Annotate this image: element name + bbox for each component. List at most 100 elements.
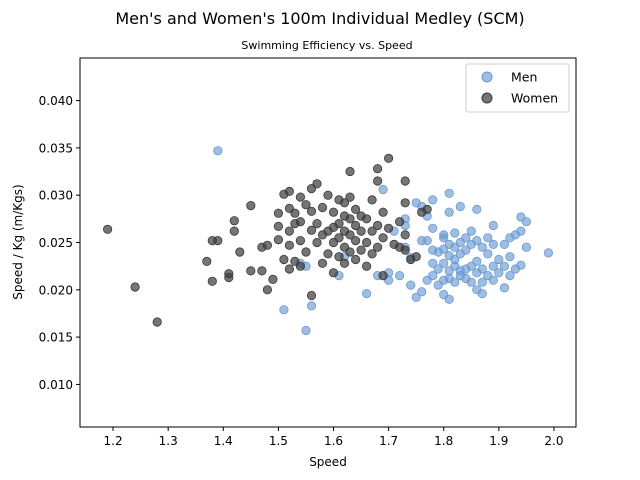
point-men [378, 184, 388, 195]
x-tick-label: 1.8 [434, 434, 453, 448]
legend: Men Women [465, 63, 570, 113]
point-women [317, 202, 328, 213]
point-men [444, 294, 454, 304]
point-women [345, 214, 355, 224]
point-men [428, 270, 438, 281]
point-women [372, 220, 383, 231]
point-women [295, 236, 305, 246]
point-women [257, 266, 267, 276]
point-men [494, 254, 504, 265]
point-men [450, 254, 460, 265]
y-axis: 0.010 0.015 0.020 0.025 0.030 0.035 0.040 [39, 94, 80, 392]
point-men [488, 239, 498, 249]
x-tick-label: 1.7 [379, 434, 398, 448]
point-women [290, 208, 300, 218]
point-men [466, 277, 476, 287]
point-women [383, 223, 394, 233]
point-men [477, 264, 487, 274]
y-tick-label: 0.020 [39, 283, 73, 297]
point-men [306, 301, 317, 311]
x-tick-label: 1.3 [159, 434, 178, 448]
point-men [433, 264, 443, 274]
point-men [450, 277, 460, 287]
point-women [367, 195, 377, 205]
point-women [273, 235, 283, 245]
point-women [202, 256, 212, 266]
chart-subtitle: Swimming Efficiency vs. Speed [241, 39, 412, 52]
point-women [356, 245, 366, 255]
point-women [213, 236, 223, 246]
point-women [262, 240, 272, 250]
point-men [455, 201, 465, 212]
legend-marker-men [481, 71, 493, 83]
point-women [422, 204, 432, 214]
point-men [417, 287, 427, 297]
point-men [477, 242, 487, 252]
point-men [444, 207, 454, 217]
point-women [350, 254, 361, 265]
point-men [516, 226, 526, 236]
point-men [411, 292, 421, 302]
point-women [301, 247, 311, 257]
point-women [339, 198, 350, 208]
point-men [213, 146, 223, 156]
point-men [361, 288, 372, 299]
x-tick-label: 2.0 [544, 434, 563, 448]
point-men [472, 236, 482, 246]
point-men [505, 252, 515, 262]
point-women [130, 282, 140, 292]
point-men [521, 217, 532, 227]
point-women [372, 164, 383, 174]
legend-marker-women [481, 92, 493, 104]
point-women [372, 176, 383, 186]
point-women [262, 285, 272, 295]
point-women [284, 226, 294, 236]
point-women [312, 237, 322, 248]
point-women [339, 258, 350, 268]
point-men [301, 325, 311, 336]
point-women [345, 230, 355, 240]
point-men [477, 288, 487, 299]
point-women [394, 217, 405, 227]
point-women [229, 216, 239, 226]
y-tick-label: 0.035 [39, 141, 73, 155]
point-men [394, 270, 405, 281]
point-women [246, 266, 256, 276]
point-women [306, 290, 317, 301]
point-women [400, 245, 410, 255]
x-tick-label: 1.2 [104, 434, 123, 448]
legend-label-women: Women [511, 91, 558, 106]
point-men [472, 256, 482, 266]
x-tick-label: 1.5 [269, 434, 288, 448]
point-women [334, 233, 344, 243]
x-axis-label: Speed [309, 455, 347, 469]
point-women [295, 192, 305, 202]
chart-title: Men's and Women's 100m Individual Medley… [115, 9, 524, 28]
legend-label-men: Men [511, 70, 537, 85]
point-women [334, 219, 344, 229]
point-women [284, 240, 294, 250]
point-women [295, 261, 305, 271]
point-women [378, 270, 388, 281]
point-men [499, 283, 509, 293]
point-women [361, 261, 372, 271]
points-layer [103, 146, 554, 336]
point-women [350, 204, 361, 214]
point-men [488, 261, 498, 271]
point-women [334, 252, 344, 262]
point-men [494, 268, 504, 278]
point-women [207, 276, 217, 286]
point-women [323, 249, 333, 259]
point-women [383, 153, 394, 163]
point-women [312, 219, 322, 229]
x-tick-label: 1.9 [489, 434, 508, 448]
point-women [235, 247, 245, 257]
point-women [350, 220, 361, 231]
point-women [356, 226, 366, 236]
point-men [483, 233, 493, 243]
point-women [400, 230, 410, 240]
point-men [488, 220, 498, 231]
point-women [273, 208, 283, 218]
point-men [543, 248, 554, 258]
